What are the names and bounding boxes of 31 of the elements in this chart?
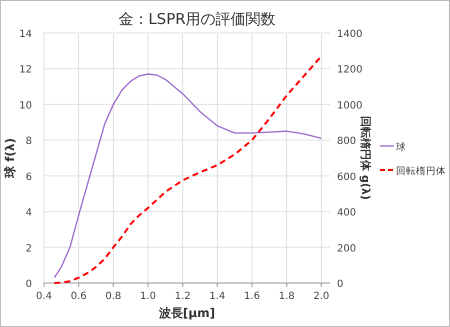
x-tick-label: 0.6 xyxy=(70,291,87,302)
y-tick-label: 8 xyxy=(26,136,32,148)
y-tick-label: 4 xyxy=(26,208,32,219)
x-tick-label: 1.6 xyxy=(244,291,260,302)
x-tick-label: 0.4 xyxy=(36,291,52,302)
x-tick-label: 0.8 xyxy=(105,291,122,302)
y2-tick-label: 1000 xyxy=(337,100,362,112)
x-tick-label: 1.8 xyxy=(278,291,295,302)
y-tick-label: 14 xyxy=(19,29,32,40)
x-tick-label: 1.2 xyxy=(174,291,191,302)
y-axis-title: 球 f(λ) xyxy=(3,138,17,179)
x-tick-label: 1.0 xyxy=(140,291,156,302)
chart-title: 金：LSPR用の評価関数 xyxy=(118,10,276,28)
y-tick-label: 0 xyxy=(26,279,32,290)
legend-label: 回転楕円体 xyxy=(396,165,446,177)
y-tick-label: 10 xyxy=(19,100,32,112)
y-tick-label: 12 xyxy=(19,64,32,76)
y2-tick-label: 400 xyxy=(337,208,356,219)
y2-tick-label: 1200 xyxy=(337,64,362,76)
y-tick-label: 6 xyxy=(26,172,32,183)
legend-label: 球 xyxy=(396,141,406,153)
y2-tick-label: 800 xyxy=(337,136,356,148)
y2-tick-label: 0 xyxy=(337,279,344,290)
y2-axis-title: 回転楕円体 g(λ) xyxy=(359,116,372,200)
x-axis-title: 波長[μm] xyxy=(158,306,216,320)
y2-tick-label: 1400 xyxy=(337,29,362,40)
y2-tick-label: 600 xyxy=(337,172,356,183)
x-tick-label: 2.0 xyxy=(313,291,330,302)
x-tick-label: 1.4 xyxy=(209,291,226,302)
y-tick-label: 2 xyxy=(26,243,32,254)
y2-tick-label: 200 xyxy=(337,243,356,254)
